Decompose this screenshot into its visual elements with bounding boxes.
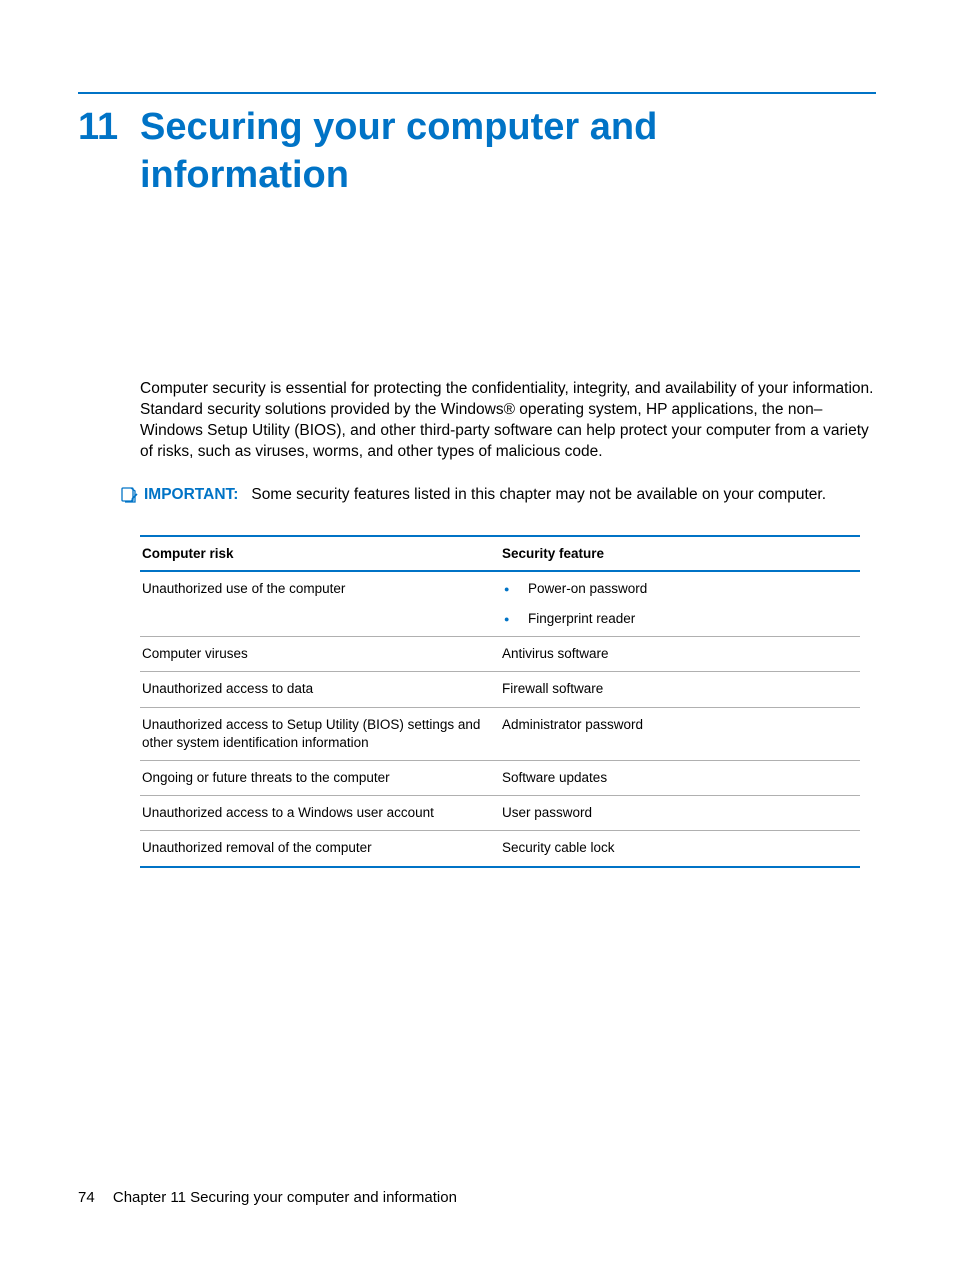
table-row: Computer virusesAntivirus software [140,637,860,672]
note-label: IMPORTANT: [144,486,238,503]
table-row: Unauthorized access to dataFirewall soft… [140,672,860,707]
note-text: IMPORTANT: Some security features listed… [144,485,826,506]
cell-feature: Security cable lock [500,831,860,867]
page-content: 11 Securing your computer and informatio… [0,0,954,868]
cell-risk: Unauthorized access to data [140,672,500,707]
risk-feature-table: Computer risk Security feature Unauthori… [140,535,860,868]
intro-paragraph: Computer security is essential for prote… [140,379,876,463]
important-note: IMPORTANT: Some security features listed… [120,485,876,509]
cell-risk: Ongoing or future threats to the compute… [140,761,500,796]
table-body: Unauthorized use of the computerPower-on… [140,571,860,867]
header-feature: Security feature [500,536,860,571]
cell-risk: Unauthorized use of the computer [140,571,500,637]
cell-feature: Power-on password Fingerprint reader [500,571,860,637]
feature-list-item: Fingerprint reader [502,610,856,628]
cell-risk: Unauthorized access to a Windows user ac… [140,796,500,831]
footer-page-number: 74 [78,1189,95,1206]
cell-feature: User password [500,796,860,831]
feature-list: Power-on password Fingerprint reader [502,580,856,628]
intro-block: Computer security is essential for prote… [140,379,876,463]
chapter-title: Securing your computer and information [140,104,876,199]
cell-risk: Unauthorized access to Setup Utility (BI… [140,707,500,760]
feature-list-item: Power-on password [502,580,856,598]
cell-risk: Unauthorized removal of the computer [140,831,500,867]
table-row: Ongoing or future threats to the compute… [140,761,860,796]
table-row: Unauthorized access to Setup Utility (BI… [140,707,860,760]
footer-text: Chapter 11 Securing your computer and in… [113,1189,457,1206]
chapter-header: 11 Securing your computer and informatio… [78,104,876,199]
cell-feature: Firewall software [500,672,860,707]
cell-feature: Antivirus software [500,637,860,672]
chapter-top-rule [78,92,876,94]
header-risk: Computer risk [140,536,500,571]
page-footer: 74 Chapter 11 Securing your computer and… [78,1189,457,1206]
table-header-row: Computer risk Security feature [140,536,860,571]
cell-risk: Computer viruses [140,637,500,672]
table-row: Unauthorized removal of the computerSecu… [140,831,860,867]
cell-feature: Software updates [500,761,860,796]
chapter-number: 11 [78,104,140,152]
cell-feature: Administrator password [500,707,860,760]
note-body: Some security features listed in this ch… [251,486,826,503]
table-row: Unauthorized access to a Windows user ac… [140,796,860,831]
note-icon [120,486,138,509]
table-row: Unauthorized use of the computerPower-on… [140,571,860,637]
